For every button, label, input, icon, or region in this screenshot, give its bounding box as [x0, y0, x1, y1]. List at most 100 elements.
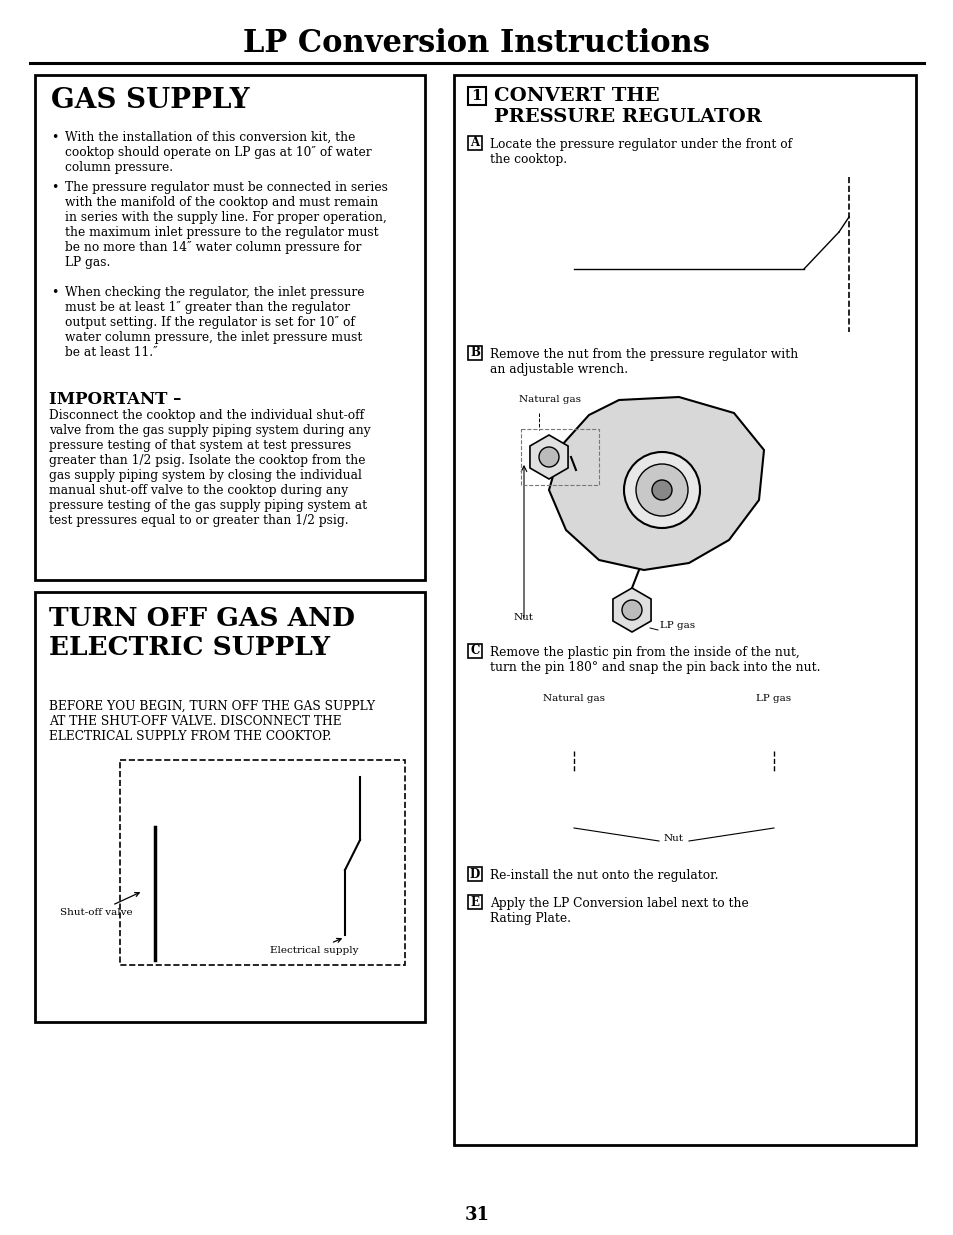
Bar	[651, 366, 669, 403]
Circle shape	[766, 708, 781, 722]
Bar	[110, 781, 122, 793]
Text: TURN OFF GAS AND
ELECTRIC SUPPLY: TURN OFF GAS AND ELECTRIC SUPPLY	[49, 606, 355, 659]
Bar	[365, 782, 395, 797]
Bar	[110, 797, 122, 809]
Text: LP Conversion Instructions: LP Conversion Instructions	[243, 28, 710, 59]
Bar	[468, 346, 481, 359]
Bar	[779, 200, 803, 211]
Polygon shape	[745, 769, 801, 826]
Bar	[110, 925, 122, 937]
Bar	[583, 200, 608, 211]
Bar	[110, 764, 122, 777]
Bar	[325, 782, 355, 797]
Circle shape	[554, 778, 594, 818]
Text: Shut-off valve: Shut-off valve	[60, 893, 139, 918]
Circle shape	[753, 778, 793, 818]
Bar	[230, 782, 260, 797]
Bar	[529, 252, 574, 287]
Text: The pressure regulator must be connected in series
with the manifold of the cook: The pressure regulator must be connected…	[65, 182, 388, 269]
Text: Nut: Nut	[663, 834, 683, 844]
Bar	[145, 782, 174, 797]
Text: C: C	[470, 645, 479, 657]
Bar	[110, 893, 122, 905]
Bar	[841, 172, 848, 200]
Bar	[514, 182, 843, 198]
Text: Remove the nut from the pressure regulator with
an adjustable wrench.: Remove the nut from the pressure regulat…	[490, 348, 798, 375]
Bar	[468, 136, 481, 149]
Bar	[679, 200, 703, 211]
Text: LP gas: LP gas	[659, 621, 695, 630]
Text: A: A	[470, 137, 479, 149]
Bar	[110, 813, 122, 825]
Text: •: •	[51, 287, 58, 299]
Polygon shape	[546, 769, 601, 826]
Polygon shape	[530, 435, 567, 479]
Text: Natural gas: Natural gas	[542, 694, 604, 703]
Bar	[468, 867, 481, 881]
Text: 1: 1	[471, 89, 482, 103]
Text: LP gas: LP gas	[756, 694, 791, 703]
Bar	[765, 715, 781, 727]
Bar	[520, 429, 598, 485]
Text: CONVERT THE
PRESSURE REGULATOR: CONVERT THE PRESSURE REGULATOR	[494, 86, 761, 126]
Bar	[185, 782, 214, 797]
Text: Electrical supply: Electrical supply	[270, 939, 358, 955]
Bar	[728, 200, 753, 211]
Bar	[525, 287, 537, 312]
Text: D: D	[470, 867, 479, 881]
Bar	[645, 390, 676, 403]
Bar	[337, 930, 353, 942]
Text: Remove the plastic pin from the inside of the nut,
turn the pin 180° and snap th: Remove the plastic pin from the inside o…	[490, 646, 820, 674]
Circle shape	[566, 708, 580, 722]
Bar	[468, 895, 481, 909]
Bar	[110, 909, 122, 921]
Circle shape	[561, 785, 585, 810]
Text: Locate the pressure regulator under the front of
the cooktop.: Locate the pressure regulator under the …	[490, 138, 791, 165]
Bar	[35, 75, 424, 580]
Bar	[110, 861, 122, 873]
Text: IMPORTANT –: IMPORTANT –	[49, 391, 181, 408]
Bar	[110, 941, 122, 953]
Circle shape	[538, 447, 558, 467]
Text: •: •	[51, 131, 58, 144]
Bar	[120, 777, 399, 827]
Polygon shape	[548, 396, 763, 571]
Text: Apply the LP Conversion label next to the
Rating Plate.: Apply the LP Conversion label next to th…	[490, 897, 748, 925]
Bar	[110, 877, 122, 889]
Bar	[454, 75, 915, 1145]
Bar	[143, 881, 167, 902]
Circle shape	[761, 785, 785, 810]
Polygon shape	[613, 588, 650, 632]
Bar	[110, 845, 122, 857]
Circle shape	[568, 793, 578, 803]
Text: Nut: Nut	[514, 613, 534, 622]
Text: 31: 31	[464, 1207, 489, 1224]
Text: When checking the regulator, the inlet pressure
must be at least 1″ greater than: When checking the regulator, the inlet p…	[65, 287, 364, 359]
Text: GAS SUPPLY: GAS SUPPLY	[51, 86, 250, 114]
Bar	[468, 86, 485, 105]
Bar	[120, 760, 405, 965]
Circle shape	[621, 600, 641, 620]
Text: BEFORE YOU BEGIN, TURN OFF THE GAS SUPPLY
AT THE SHUT-OFF VALVE. DISCONNECT THE
: BEFORE YOU BEGIN, TURN OFF THE GAS SUPPL…	[49, 700, 375, 743]
Bar	[538, 200, 563, 211]
Bar	[149, 869, 161, 882]
Bar	[518, 198, 838, 252]
Text: Re-install the nut onto the regulator.: Re-install the nut onto the regulator.	[490, 869, 718, 882]
Circle shape	[539, 258, 561, 280]
Bar	[509, 172, 517, 200]
Bar	[468, 643, 481, 658]
Bar	[110, 829, 122, 841]
Circle shape	[636, 464, 687, 516]
Text: With the installation of this conversion kit, the
cooktop should operate on LP g: With the installation of this conversion…	[65, 131, 372, 174]
Bar	[274, 782, 305, 797]
Bar	[518, 198, 838, 215]
Bar	[755, 823, 791, 832]
Text: B: B	[470, 347, 479, 359]
Circle shape	[651, 480, 671, 500]
Bar	[628, 200, 654, 211]
Bar	[768, 722, 779, 751]
Bar	[565, 715, 581, 727]
Bar	[556, 823, 592, 832]
Text: E: E	[470, 895, 479, 909]
Bar	[120, 763, 405, 777]
